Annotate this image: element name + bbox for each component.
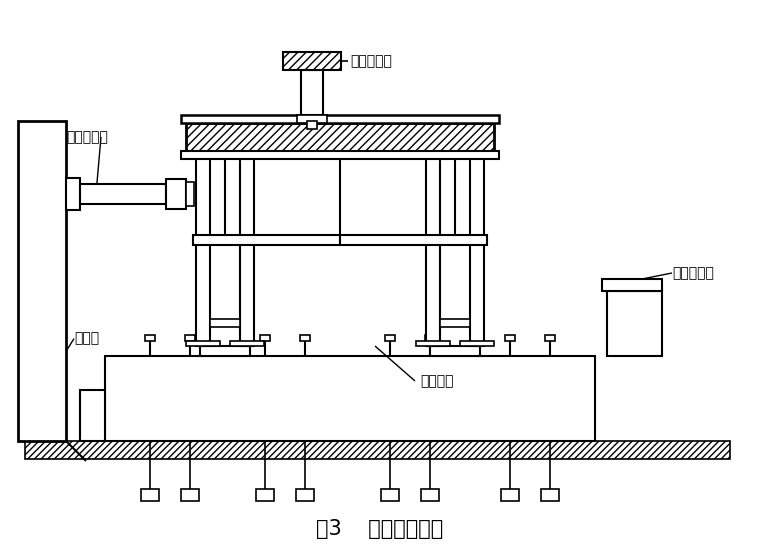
Bar (80, 390, 105, 441)
Bar (185, 335, 195, 341)
Bar (340, 235, 487, 245)
Text: 反力墙: 反力墙 (74, 331, 99, 345)
Bar (240, 151, 254, 346)
Bar (25, 441, 730, 459)
Bar (501, 489, 519, 501)
Bar (470, 151, 484, 346)
Bar (186, 123, 494, 151)
Bar (210, 319, 240, 326)
Bar (602, 279, 662, 291)
Bar (297, 115, 328, 123)
Bar (541, 489, 559, 501)
Bar (105, 356, 595, 441)
Bar (181, 489, 199, 501)
Text: 水平千斤顶: 水平千斤顶 (66, 130, 108, 144)
Bar (296, 489, 314, 501)
Text: 地脚螺栓: 地脚螺栓 (420, 374, 454, 388)
Bar (307, 121, 318, 129)
Bar (260, 335, 270, 341)
Bar (256, 489, 274, 501)
Bar (545, 335, 555, 341)
Bar (385, 335, 395, 341)
Bar (381, 489, 399, 501)
Bar (230, 341, 264, 346)
Bar (186, 151, 220, 156)
Bar (76, 184, 166, 204)
Bar (416, 341, 450, 346)
Text: 竖向千斤顶: 竖向千斤顶 (350, 54, 392, 68)
Bar (607, 291, 662, 356)
Bar (421, 489, 439, 501)
Bar (302, 70, 324, 115)
Bar (141, 489, 159, 501)
Bar (440, 319, 470, 326)
Bar (426, 151, 440, 346)
Bar (460, 341, 494, 346)
Text: 水平限位架: 水平限位架 (672, 266, 714, 280)
Bar (460, 151, 494, 156)
Bar (425, 335, 435, 341)
Bar (193, 235, 340, 245)
Bar (181, 151, 499, 159)
Bar (230, 151, 264, 156)
Bar (416, 151, 450, 156)
Bar (18, 121, 66, 441)
Bar (200, 346, 250, 356)
Text: 图3    试验加载装置: 图3 试验加载装置 (316, 519, 444, 539)
Bar (196, 151, 210, 346)
Bar (186, 182, 194, 206)
Bar (186, 341, 220, 346)
Bar (145, 335, 155, 341)
Bar (300, 335, 310, 341)
Bar (283, 52, 341, 70)
Bar (505, 335, 515, 341)
Bar (430, 346, 480, 356)
Bar (66, 178, 80, 210)
Bar (166, 179, 186, 209)
Bar (181, 115, 499, 123)
